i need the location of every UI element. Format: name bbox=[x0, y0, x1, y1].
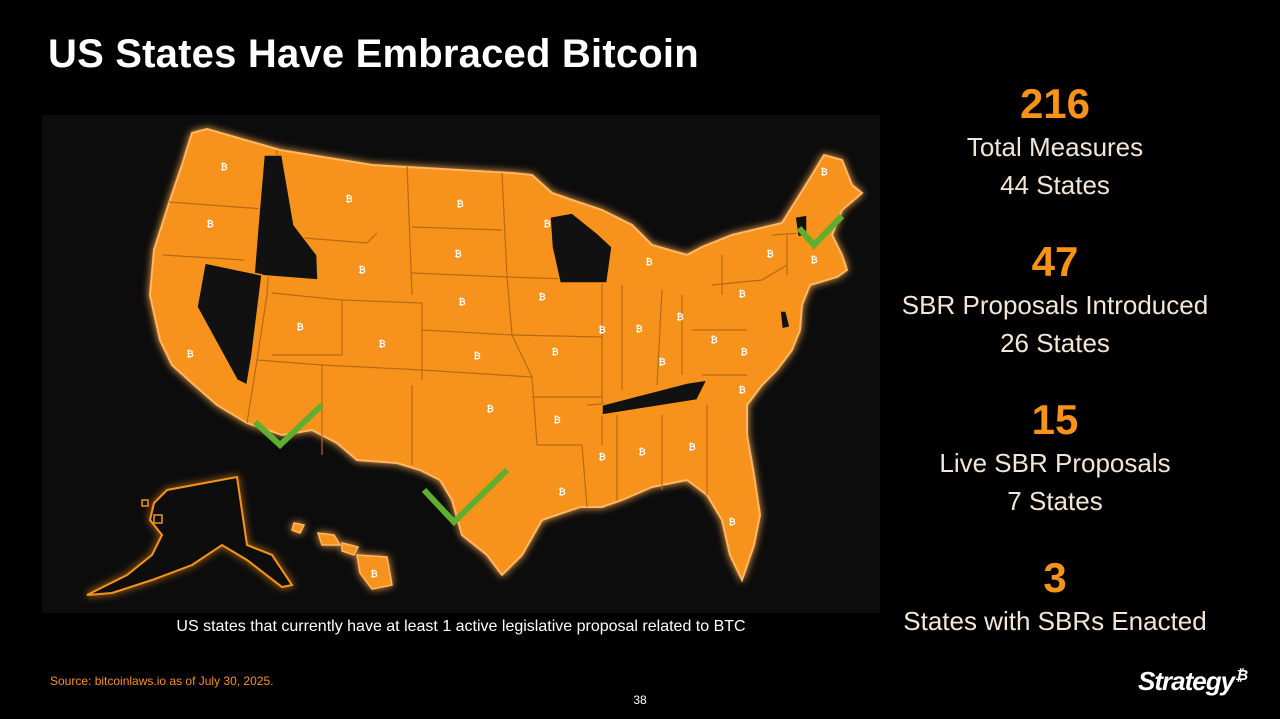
state-delaware bbox=[779, 310, 791, 330]
bitcoin-marker: ₿ bbox=[456, 199, 463, 209]
stat-sublabel: 7 States bbox=[1007, 486, 1103, 516]
stat-label: Live SBR Proposals bbox=[939, 448, 1171, 478]
stat-number: 15 bbox=[1031, 396, 1079, 443]
enacted-checkmarks bbox=[252, 213, 845, 527]
stat-label: SBR Proposals Introduced bbox=[901, 290, 1209, 320]
state-tennessee bbox=[601, 379, 709, 416]
bitcoin-marker: ₿ bbox=[486, 404, 493, 414]
bitcoin-marker: ₿ bbox=[766, 249, 773, 259]
stat-live-sbr: 15 Live SBR Proposals 7 States bbox=[880, 396, 1230, 520]
bitcoin-marker: ₿ bbox=[810, 255, 817, 265]
page-number: 38 bbox=[633, 693, 647, 707]
bitcoin-marker: ₿ bbox=[710, 335, 717, 345]
check-icon-texas bbox=[421, 467, 510, 527]
bitcoin-markers: ₿ ₿ ₿ ₿ ₿ ₿ ₿ ₿ ₿ ₿ ₿ ₿ ₿ ₿ ₿ ₿ ₿ ₿ ₿ ₿ … bbox=[186, 162, 827, 579]
states-without-measures bbox=[196, 154, 808, 416]
stat-sbr-introduced: 47 SBR Proposals Introduced 26 States bbox=[880, 238, 1230, 362]
us-map: ₿ ₿ ₿ ₿ ₿ ₿ ₿ ₿ ₿ ₿ ₿ ₿ ₿ ₿ ₿ ₿ ₿ ₿ ₿ ₿ … bbox=[42, 115, 880, 613]
bitcoin-marker: ₿ bbox=[358, 265, 365, 275]
stat-number: 216 bbox=[1019, 80, 1091, 127]
bitcoin-marker: ₿ bbox=[370, 569, 377, 579]
bitcoin-marker: ₿ bbox=[378, 339, 385, 349]
stat-total-measures: 216 Total Measures 44 States bbox=[880, 80, 1230, 204]
contiguous-us-landmass bbox=[148, 127, 864, 583]
check-icon-arizona bbox=[252, 402, 325, 450]
bitcoin-marker: ₿ bbox=[186, 349, 193, 359]
bitcoin-marker: ₿ bbox=[345, 194, 352, 204]
bitcoin-marker: ₿ bbox=[473, 351, 480, 361]
stat-number: 47 bbox=[1031, 238, 1079, 285]
bitcoin-icon: ₿ bbox=[1235, 667, 1248, 685]
bitcoin-marker: ₿ bbox=[658, 357, 665, 367]
bitcoin-marker: ₿ bbox=[676, 312, 683, 322]
bitcoin-marker: ₿ bbox=[635, 324, 642, 334]
stat-sbr-enacted: 3 States with SBRs Enacted bbox=[880, 554, 1230, 640]
bitcoin-marker: ₿ bbox=[454, 249, 461, 259]
bitcoin-marker: ₿ bbox=[220, 162, 227, 172]
bitcoin-marker: ₿ bbox=[558, 487, 565, 497]
bitcoin-marker: ₿ bbox=[740, 347, 747, 357]
stat-number: 3 bbox=[1043, 554, 1067, 601]
map-caption: US states that currently have at least 1… bbox=[176, 618, 746, 635]
bitcoin-marker: ₿ bbox=[551, 347, 558, 357]
bitcoin-marker: ₿ bbox=[598, 325, 605, 335]
logo-text: Strategy bbox=[1138, 666, 1235, 696]
stat-sublabel: 26 States bbox=[1000, 328, 1110, 358]
bitcoin-marker: ₿ bbox=[728, 517, 735, 527]
bitcoin-marker: ₿ bbox=[688, 442, 695, 452]
alaska-islands bbox=[141, 499, 163, 524]
bitcoin-marker: ₿ bbox=[820, 167, 827, 177]
bitcoin-marker: ₿ bbox=[543, 219, 550, 229]
bitcoin-marker: ₿ bbox=[645, 257, 652, 267]
stat-sublabel: 44 States bbox=[1000, 170, 1110, 200]
bitcoin-marker: ₿ bbox=[458, 297, 465, 307]
bitcoin-marker: ₿ bbox=[296, 322, 303, 332]
check-icon-new-hampshire bbox=[796, 213, 845, 250]
state-idaho bbox=[253, 154, 319, 281]
state-nevada bbox=[196, 262, 263, 387]
bitcoin-marker: ₿ bbox=[738, 289, 745, 299]
bitcoin-marker: ₿ bbox=[738, 385, 745, 395]
bitcoin-marker: ₿ bbox=[206, 219, 213, 229]
source-note: Source: bitcoinlaws.io as of July 30, 20… bbox=[50, 674, 274, 688]
state-hawaii bbox=[291, 522, 393, 590]
stat-label: States with SBRs Enacted bbox=[903, 606, 1207, 636]
stat-label: Total Measures bbox=[966, 132, 1144, 162]
bitcoin-marker: ₿ bbox=[553, 415, 560, 425]
slide-title: US States Have Embraced Bitcoin bbox=[48, 32, 699, 76]
state-alaska bbox=[86, 475, 294, 596]
state-wisconsin bbox=[549, 212, 613, 284]
bitcoin-marker: ₿ bbox=[598, 452, 605, 462]
bitcoin-marker: ₿ bbox=[538, 292, 545, 302]
strategy-logo: Strategy₿ bbox=[1138, 666, 1248, 697]
bitcoin-marker: ₿ bbox=[638, 447, 645, 457]
